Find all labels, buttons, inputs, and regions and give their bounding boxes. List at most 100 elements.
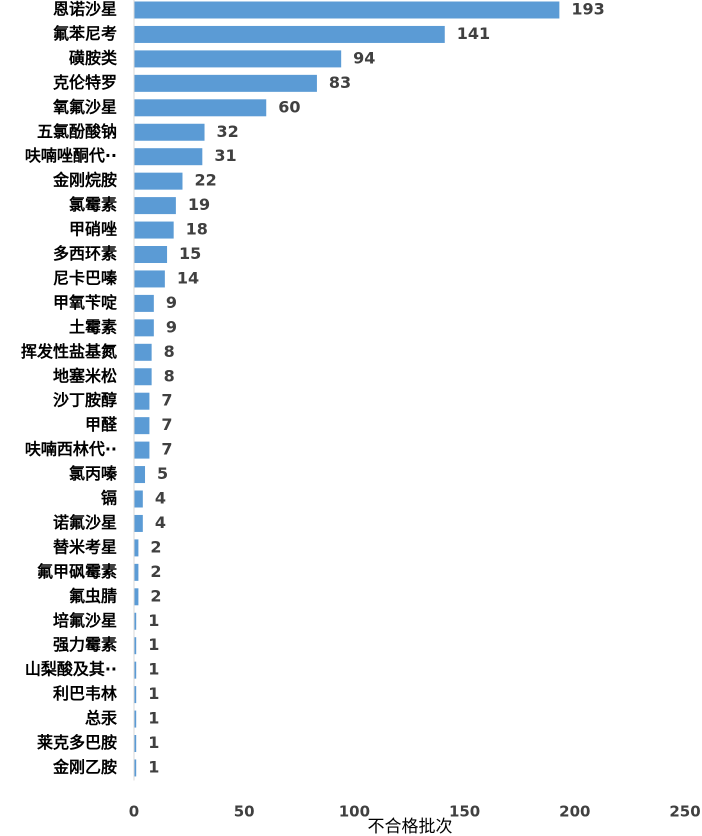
value-label: 1 [148,660,159,679]
category-label: 氟苯尼考 [53,24,117,43]
value-label: 18 [186,220,208,239]
x-tick-label: 50 [234,803,255,821]
bars [134,1,560,777]
category-label: 氧氟沙星 [52,97,117,116]
bar [134,710,137,728]
bar [134,50,342,68]
bar [134,759,137,777]
category-label: 金刚乙胺 [52,757,117,776]
value-label: 8 [164,366,175,385]
value-label: 60 [278,97,300,116]
bar [134,637,137,655]
value-label: 193 [571,0,604,19]
bar [134,612,137,630]
bar [134,172,183,190]
bar [134,588,139,606]
category-label: 土霉素 [69,317,117,336]
bar [134,123,205,141]
value-label: 1 [148,709,159,728]
value-label: 7 [161,440,172,459]
value-label: 4 [155,489,166,508]
category-label: 镉 [101,489,117,508]
bar [134,319,154,337]
category-label: 利巴韦林 [53,684,117,703]
x-tick-labels: 0 50 100 150 200 250 [129,803,701,821]
category-label: 氟甲砜霉素 [37,562,117,581]
value-label: 19 [188,195,210,214]
category-label: 五氯酚酸钠 [37,122,117,141]
category-label: 培氟沙星 [53,611,117,630]
category-label: 强力霉素 [53,635,117,654]
value-label: 2 [150,537,161,556]
value-label: 1 [148,635,159,654]
bar [134,221,174,239]
category-label: 甲醛 [85,415,118,434]
bar [134,441,150,459]
category-label: 氯丙嗪 [69,464,117,483]
value-label: 7 [161,391,172,410]
value-label: 1 [148,733,159,752]
value-label: 141 [457,24,490,43]
bar [134,392,150,410]
value-label: 83 [329,73,351,92]
category-label: 金刚烷胺 [52,171,117,190]
bar [134,686,137,704]
bar [134,514,143,532]
x-tick-label: 100 [339,803,370,821]
value-label: 9 [166,293,177,312]
category-label: 沙丁胺醇 [53,391,117,410]
category-label: 山梨酸及其·· [25,660,117,679]
bar [134,490,143,508]
value-label: 2 [150,562,161,581]
category-label: 恩诺沙星 [53,0,117,19]
bar [134,466,146,484]
value-label: 15 [179,244,201,263]
value-label: 1 [148,684,159,703]
category-label: 地塞米松 [53,366,117,385]
bar [134,197,176,215]
value-label: 22 [194,171,216,190]
category-label: 诺氟沙星 [53,513,117,532]
category-label: 呋喃西林代·· [25,440,117,459]
x-tick-label: 250 [669,803,700,821]
bar [134,148,203,166]
bar [134,368,152,386]
x-tick-label: 150 [449,803,480,821]
value-labels: 1931419483603231221918151499887775442221… [148,0,605,776]
bar [134,270,165,288]
bar [134,99,267,117]
x-tick-label: 200 [559,803,590,821]
category-label: 挥发性盐基氮 [21,342,117,361]
bar [134,246,168,263]
value-label: 1 [148,611,159,630]
category-label: 氯霉素 [69,195,117,214]
value-label: 1 [148,757,159,776]
bar [134,661,137,679]
bar [134,563,139,581]
category-label: 甲硝唑 [69,220,117,239]
bar [134,294,154,312]
category-label: 多西环素 [53,244,117,263]
bar [134,343,152,361]
value-label: 7 [161,415,172,434]
value-label: 2 [150,586,161,605]
value-label: 31 [214,146,236,165]
bar [134,539,139,557]
value-label: 9 [166,317,177,336]
category-label: 替米考星 [53,537,117,556]
value-label: 94 [353,48,375,67]
value-label: 14 [177,268,199,287]
category-label: 克伦特罗 [53,73,117,92]
category-label: 总汞 [85,709,118,728]
value-label: 4 [155,513,166,532]
category-label: 尼卡巴嗪 [53,268,117,287]
bar [134,735,137,752]
bar [134,1,560,19]
category-label: 莱克多巴胺 [37,733,117,752]
bar [134,74,317,92]
value-label: 8 [164,342,175,361]
category-label: 氟虫腈 [69,586,117,605]
value-label: 32 [217,122,239,141]
category-label: 磺胺类 [69,48,118,67]
